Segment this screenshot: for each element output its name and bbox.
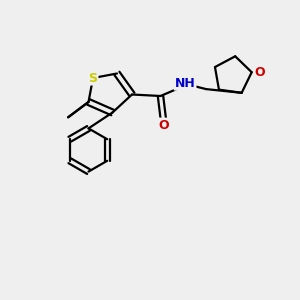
Text: NH: NH: [175, 76, 196, 90]
Text: O: O: [255, 66, 265, 79]
Text: S: S: [88, 71, 98, 85]
Text: O: O: [158, 118, 169, 132]
